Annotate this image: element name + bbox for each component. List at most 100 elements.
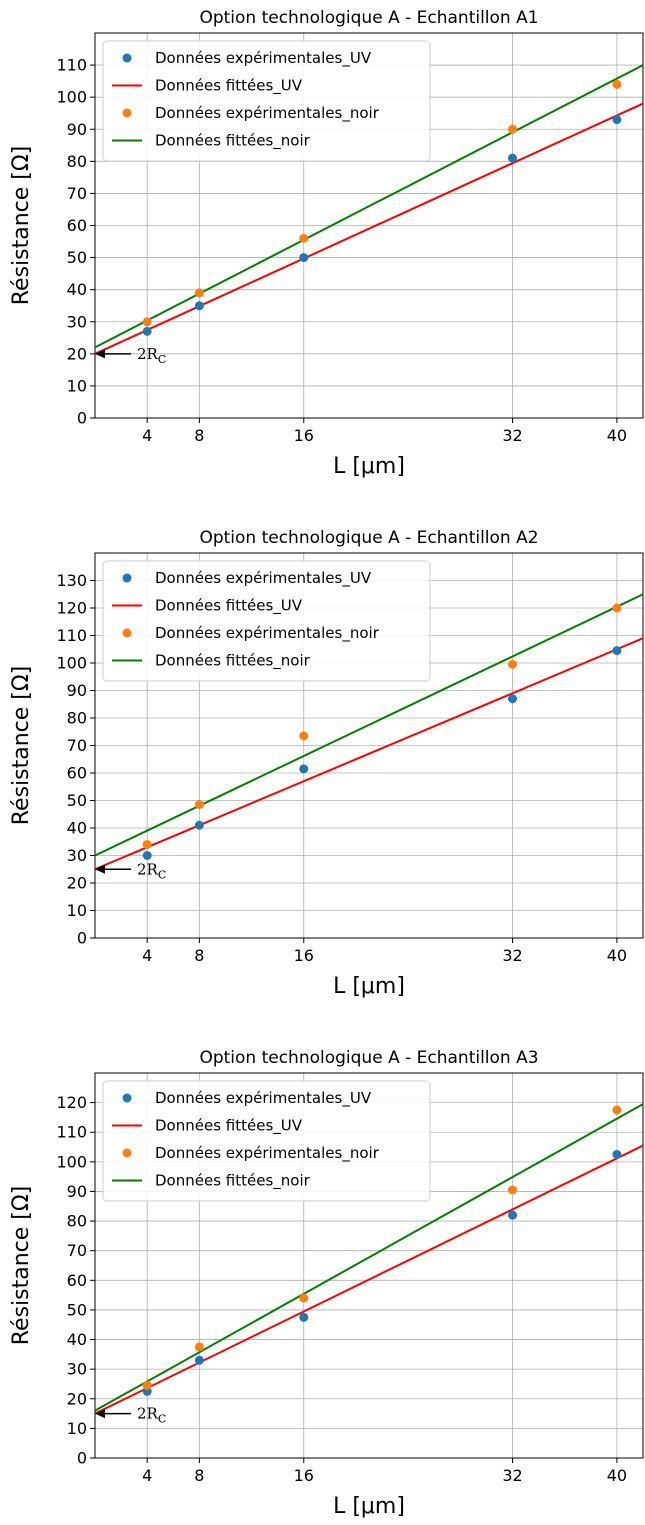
chart-2: Option technologique A - Echantillon A2 0…	[9, 528, 644, 999]
data-point-series-1	[508, 694, 518, 704]
x-tick-label: 16	[294, 1466, 314, 1485]
legend-marker-1	[122, 53, 132, 63]
y-tick-label: 60	[67, 216, 87, 235]
data-point-series-3	[299, 233, 309, 243]
data-point-series-1	[508, 153, 518, 163]
series-line-4	[94, 1103, 644, 1412]
legend-marker-3	[122, 628, 132, 638]
legend-label-4: Données fittées_noir	[155, 1172, 311, 1191]
data-point-series-1	[508, 1210, 518, 1220]
chart-title: Option technologique A - Echantillon A2	[199, 528, 538, 548]
annotation-label: 2RC	[137, 1405, 166, 1426]
x-tick-label: 40	[607, 1466, 627, 1485]
y-tick-label: 60	[67, 1271, 87, 1290]
y-tick-label: 0	[77, 929, 87, 948]
legend-marker-1	[122, 573, 132, 583]
y-axis-label: Résistance [Ω]	[9, 146, 34, 306]
y-tick-label: 90	[67, 120, 87, 139]
annotation-arrow-head	[95, 1409, 105, 1419]
y-tick-label: 40	[67, 280, 87, 299]
data-point-series-3	[194, 1342, 204, 1352]
legend-label-1: Données expérimentales_UV	[155, 569, 372, 588]
y-tick-label: 70	[67, 184, 87, 203]
legend-label-2: Données fittées_UV	[155, 77, 303, 96]
x-tick-label: 4	[142, 426, 152, 445]
data-point-series-1	[194, 301, 204, 311]
y-tick-label: 20	[67, 1389, 87, 1408]
annotation-label-subscript: C	[158, 1413, 166, 1426]
y-tick-label: 30	[67, 1360, 87, 1379]
data-point-series-1	[142, 326, 152, 336]
y-tick-label: 100	[56, 88, 87, 107]
x-tick-label: 32	[502, 426, 522, 445]
data-point-series-1	[612, 1149, 622, 1159]
plot-frame	[94, 1072, 644, 1459]
series-line-2	[94, 1144, 644, 1415]
x-tick-label: 32	[502, 946, 522, 965]
y-tick-label: 10	[67, 901, 87, 920]
data-point-series-1	[299, 1312, 309, 1322]
data-point-series-3	[194, 800, 204, 810]
series-line-4	[94, 593, 644, 857]
data-point-series-3	[142, 1380, 152, 1390]
legend-label-2: Données fittées_UV	[155, 1117, 303, 1136]
x-tick-label: 16	[294, 426, 314, 445]
x-tick-label: 4	[142, 946, 152, 965]
y-tick-label: 110	[56, 56, 87, 75]
legend-label-1: Données expérimentales_UV	[155, 1089, 372, 1108]
data-point-series-3	[508, 124, 518, 134]
annotation-label: 2RC	[137, 860, 166, 881]
y-tick-label: 10	[67, 376, 87, 395]
data-point-series-1	[299, 764, 309, 774]
data-point-series-3	[612, 1105, 622, 1115]
data-point-series-1	[612, 115, 622, 125]
x-axis-label: L [μm]	[333, 1494, 405, 1519]
chart-3: Option technologique A - Echantillon A3 0…	[9, 1048, 644, 1519]
y-tick-label: 0	[77, 409, 87, 428]
y-tick-label: 80	[67, 1212, 87, 1231]
y-tick-label: 120	[56, 599, 87, 618]
legend-box	[102, 560, 431, 682]
x-axis-label: L [μm]	[333, 974, 405, 999]
y-tick-label: 90	[67, 1182, 87, 1201]
legend-box	[102, 40, 431, 162]
y-tick-label: 50	[67, 248, 87, 267]
y-tick-label: 100	[56, 1152, 87, 1171]
y-tick-label: 60	[67, 764, 87, 783]
legend: Données expérimentales_UV Données fittées…	[102, 560, 431, 682]
y-tick-label: 20	[67, 874, 87, 893]
y-tick-label: 0	[77, 1449, 87, 1468]
annotation-label-subscript: C	[158, 353, 166, 366]
y-tick-label: 80	[67, 709, 87, 728]
chart-title: Option technologique A - Echantillon A3	[199, 1048, 538, 1068]
legend-label-2: Données fittées_UV	[155, 597, 303, 616]
legend-marker-3	[122, 108, 132, 118]
y-tick-label: 80	[67, 152, 87, 171]
legend: Données expérimentales_UV Données fittées…	[102, 1080, 431, 1202]
data-point-series-3	[508, 659, 518, 669]
x-tick-label: 4	[142, 1466, 152, 1485]
data-point-series-3	[612, 79, 622, 89]
x-tick-label: 40	[607, 426, 627, 445]
y-tick-label: 40	[67, 819, 87, 838]
x-tick-label: 8	[194, 946, 204, 965]
legend-label-4: Données fittées_noir	[155, 652, 311, 671]
annotation-label-base: 2R	[137, 860, 159, 878]
y-axis-label: Résistance [Ω]	[9, 1186, 34, 1346]
x-tick-label: 16	[294, 946, 314, 965]
annotation-label-base: 2R	[137, 345, 159, 363]
legend-box	[102, 1080, 431, 1202]
legend-label-3: Données expérimentales_noir	[155, 624, 380, 643]
chart-1: Option technologique A - Echantillon A1 0…	[9, 8, 644, 479]
series-line-4	[94, 64, 644, 349]
x-tick-label: 8	[194, 1466, 204, 1485]
y-tick-label: 20	[67, 344, 87, 363]
annotation-label: 2RC	[137, 345, 166, 366]
legend-label-4: Données fittées_noir	[155, 132, 311, 151]
data-point-series-3	[508, 1185, 518, 1195]
data-point-series-3	[194, 288, 204, 298]
y-tick-label: 50	[67, 1300, 87, 1319]
data-point-series-1	[299, 253, 309, 263]
y-tick-label: 110	[56, 626, 87, 645]
